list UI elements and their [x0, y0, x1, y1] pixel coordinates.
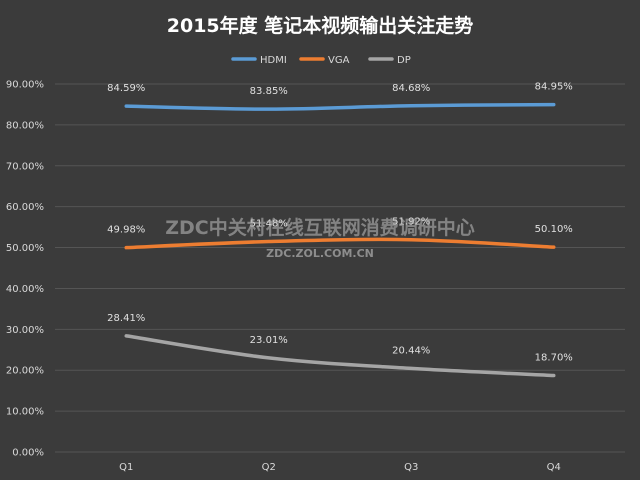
- series-line-hdmi: [124, 102, 556, 111]
- legend-item-hdmi: HDMI: [231, 55, 287, 66]
- y-tick-label: 30.00%: [6, 325, 44, 336]
- series-lines: [124, 102, 556, 378]
- gridlines: [55, 83, 625, 453]
- legend: HDMI VGA DP: [231, 55, 411, 66]
- data-label-vga: 49.98%: [107, 225, 145, 236]
- legend-label: VGA: [328, 55, 350, 66]
- data-label-dp: 23.01%: [250, 335, 288, 346]
- y-tick-label: 20.00%: [6, 366, 44, 377]
- data-label-vga: 50.10%: [535, 224, 573, 235]
- data-label-dp: 18.70%: [535, 353, 573, 364]
- y-tick-label: 80.00%: [6, 120, 44, 131]
- legend-item-vga: VGA: [299, 55, 350, 66]
- y-tick-label: 10.00%: [6, 407, 44, 418]
- data-labels: 84.59% 83.85% 84.68% 84.95% 49.98% 51.48% 51.9…: [107, 82, 573, 364]
- legend-item-dp: DP: [368, 55, 411, 66]
- watermark: ZDC中关村在线互联网消费调研中心 ZDC.ZOL.COM.CN: [165, 216, 475, 260]
- y-axis-ticks: 0.00% 10.00% 20.00% 30.00% 40.00% 50.00% 60.00…: [6, 80, 44, 459]
- series-line-vga: [124, 237, 556, 250]
- data-label-hdmi: 84.59%: [107, 83, 145, 94]
- y-tick-label: 60.00%: [6, 202, 44, 213]
- data-label-hdmi: 84.68%: [392, 83, 430, 94]
- y-tick-label: 70.00%: [6, 161, 44, 172]
- data-label-vga: 51.92%: [392, 217, 430, 228]
- data-label-hdmi: 83.85%: [250, 86, 288, 97]
- y-tick-label: 0.00%: [12, 448, 44, 459]
- data-label-dp: 20.44%: [392, 345, 430, 356]
- watermark-line1: ZDC中关村在线互联网消费调研中心: [165, 216, 475, 239]
- x-tick-label: Q4: [547, 462, 561, 473]
- legend-label: DP: [397, 55, 411, 66]
- data-label-vga: 51.48%: [250, 219, 288, 230]
- x-tick-label: Q2: [262, 462, 276, 473]
- y-tick-label: 50.00%: [6, 243, 44, 254]
- data-label-dp: 28.41%: [107, 313, 145, 324]
- y-tick-label: 40.00%: [6, 284, 44, 295]
- legend-label: HDMI: [260, 55, 287, 66]
- series-line-dp: [124, 334, 556, 378]
- y-tick-label: 90.00%: [6, 80, 44, 91]
- x-tick-label: Q3: [404, 462, 418, 473]
- x-tick-label: Q1: [119, 462, 133, 473]
- watermark-line2: ZDC.ZOL.COM.CN: [266, 247, 374, 260]
- chart-title: 2015年度 笔记本视频输出关注走势: [167, 14, 474, 37]
- x-axis-ticks: Q1 Q2 Q3 Q4: [119, 462, 561, 473]
- data-label-hdmi: 84.95%: [535, 82, 573, 93]
